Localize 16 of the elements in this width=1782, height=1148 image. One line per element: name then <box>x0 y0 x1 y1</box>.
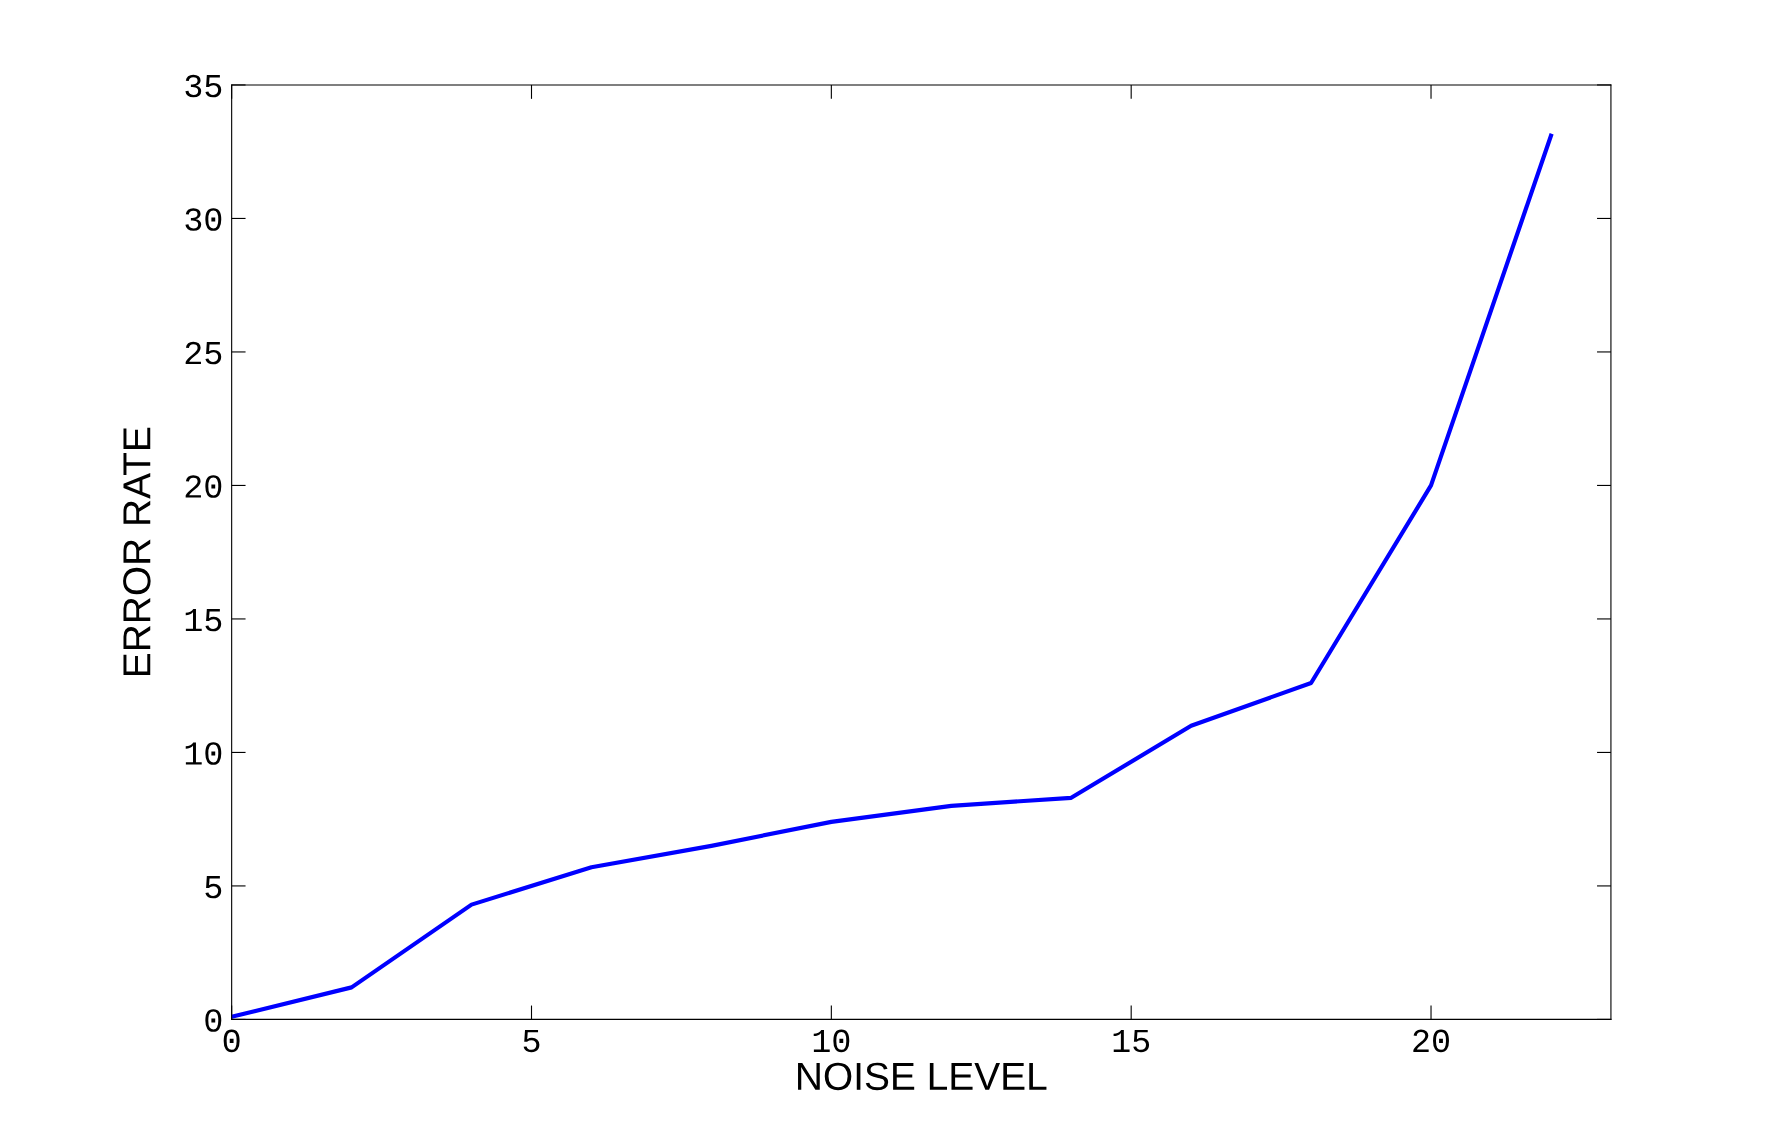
x-tick-label: 10 <box>813 1029 850 1053</box>
y-tick-label: 10 <box>185 742 222 765</box>
y-tick-label: 35 <box>185 74 222 98</box>
line-series <box>231 133 1554 1019</box>
y-tick-label: 20 <box>185 475 222 498</box>
y-tick-label: 0 <box>205 1009 222 1032</box>
x-tick-label: 5 <box>523 1029 540 1053</box>
x-tick-label: 15 <box>1113 1029 1150 1053</box>
x-tick-label: 20 <box>1413 1029 1449 1053</box>
y-tick-label: 25 <box>185 341 222 365</box>
x-tick-label: 0 <box>223 1029 240 1053</box>
x-axis-title: NOISE LEVEL <box>798 1062 1047 1091</box>
y-tick-label: 5 <box>205 876 222 899</box>
y-axis-title: ERROR RATE <box>123 427 151 676</box>
y-tick-label: 15 <box>185 609 222 632</box>
y-tick-label: 30 <box>185 208 222 231</box>
